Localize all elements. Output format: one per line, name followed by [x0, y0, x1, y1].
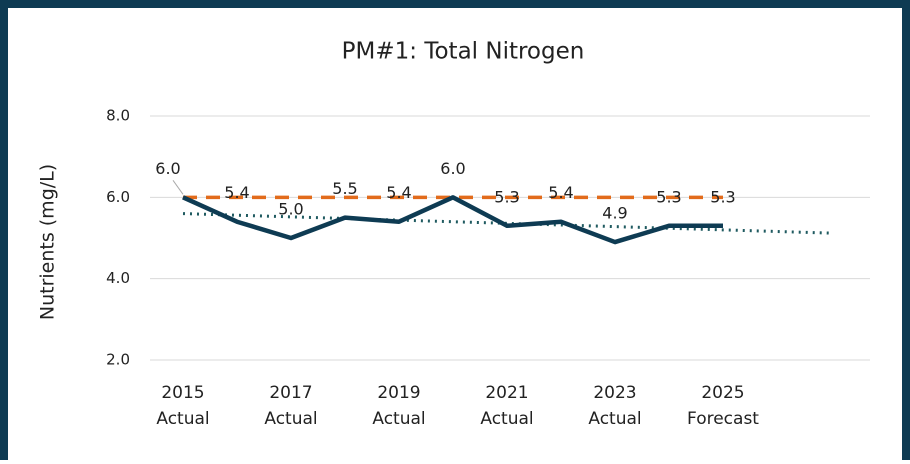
x-tick-label: 2025 — [701, 383, 744, 403]
y-tick-label: 8.0 — [106, 107, 130, 125]
x-tick-label: 2017 — [269, 383, 312, 403]
x-tick-label: 2023 — [593, 383, 636, 403]
x-tick-label: Actual — [372, 409, 425, 429]
data-label: 5.0 — [278, 200, 303, 219]
y-tick-label: 4.0 — [106, 269, 130, 287]
x-tick-label: Actual — [264, 409, 317, 429]
data-label: 5.5 — [332, 179, 357, 198]
y-axis-title: Nutrients (mg/L) — [37, 164, 59, 320]
data-label: 5.4 — [386, 183, 411, 202]
data-label: 5.3 — [656, 187, 681, 206]
x-tick-label: 2021 — [485, 383, 528, 403]
x-tick-label: 2019 — [377, 383, 420, 403]
data-label: 5.3 — [494, 187, 519, 206]
data-label: 5.3 — [710, 187, 735, 206]
y-tick-label: 2.0 — [106, 351, 130, 369]
leader-line — [172, 180, 184, 195]
data-label: 6.0 — [155, 159, 180, 178]
series-line — [182, 212, 832, 235]
data-label: 5.4 — [548, 183, 573, 202]
x-tick-label: Actual — [588, 409, 641, 429]
data-label: 5.4 — [224, 183, 249, 202]
data-label: 4.9 — [602, 204, 627, 223]
chart-title: PM#1: Total Nitrogen — [342, 39, 585, 65]
x-tick-label: Actual — [480, 409, 533, 429]
series-line — [182, 195, 723, 245]
y-tick-label: 6.0 — [106, 188, 130, 206]
x-tick-label: 2015 — [161, 383, 204, 403]
x-tick-label: Forecast — [687, 409, 759, 429]
x-tick-label: Actual — [156, 409, 209, 429]
data-label: 6.0 — [440, 159, 465, 178]
